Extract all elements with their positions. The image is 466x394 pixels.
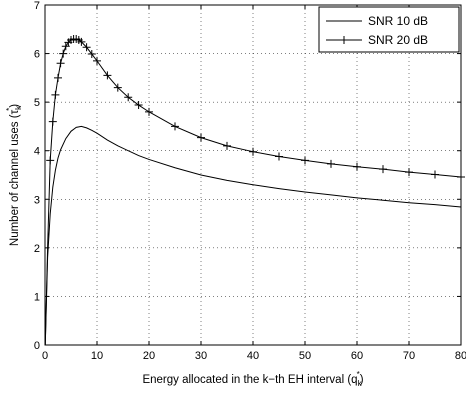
y-tick-label: 1: [34, 291, 40, 303]
x-tick-label: 60: [351, 350, 363, 362]
series-1-marker: [431, 170, 439, 179]
y-tick-label: 7: [34, 0, 40, 12]
x-tick-label: 10: [91, 350, 103, 362]
series-1-marker: [77, 37, 86, 46]
series-1-marker: [249, 147, 257, 156]
x-axis-label: Energy allocated in the k−th EH interval…: [142, 370, 363, 388]
series-1-marker: [223, 141, 231, 150]
series-1-marker: [103, 71, 112, 80]
series-1-marker: [353, 162, 361, 171]
series-1-marker: [275, 152, 283, 161]
x-tick-label: 20: [143, 350, 155, 362]
series-1-marker: [48, 117, 57, 126]
series-1-marker: [327, 159, 335, 168]
y-axis-label: Number of channel uses (τk*): [5, 104, 23, 246]
series-1-marker: [197, 133, 205, 142]
y-tick-label: 2: [34, 243, 40, 255]
series-1-marker: [56, 59, 65, 68]
series-1-marker: [54, 73, 62, 82]
y-tick-label: 5: [34, 97, 40, 109]
series-line-0: [44, 125, 462, 346]
series-1-marker: [405, 168, 413, 177]
x-tick-label: 0: [42, 350, 48, 362]
legend-box: [318, 6, 460, 53]
series-1-marker: [82, 43, 91, 52]
x-tick-label: 70: [403, 350, 415, 362]
series-1-marker: [145, 107, 153, 116]
series-1-marker: [301, 156, 309, 165]
x-tick-label: 50: [299, 350, 311, 362]
legend-label-snr-10: SNR 10 dB: [368, 14, 428, 28]
series-1-marker: [87, 50, 96, 59]
series-1-marker: [113, 83, 122, 92]
series-1-marker: [93, 56, 101, 65]
legend-label-snr-20: SNR 20 dB: [368, 33, 428, 47]
ticks: 0 10 20 30 40 50 60 70 80 0 1 2 3 4 5 6 7: [34, 0, 466, 362]
series-1-marker: [171, 122, 179, 131]
y-tick-label: 0: [34, 340, 40, 352]
series-1-marker: [134, 101, 143, 110]
series-1-marker: [46, 156, 55, 165]
y-tick-label: 4: [34, 146, 40, 158]
x-tick-label: 80: [455, 350, 466, 362]
y-tick-label: 6: [34, 49, 40, 61]
x-tick-label: 30: [195, 350, 207, 362]
series-1-marker: [59, 49, 68, 58]
legend: SNR 10 dB SNR 20 dB: [318, 6, 460, 53]
series-1-marker: [51, 90, 60, 99]
legend-marker-snr-20: [340, 36, 348, 44]
y-tick-label: 3: [34, 194, 40, 206]
series-1-marker: [379, 165, 387, 174]
x-tick-label: 40: [247, 350, 259, 362]
series-1-marker: [124, 93, 133, 102]
